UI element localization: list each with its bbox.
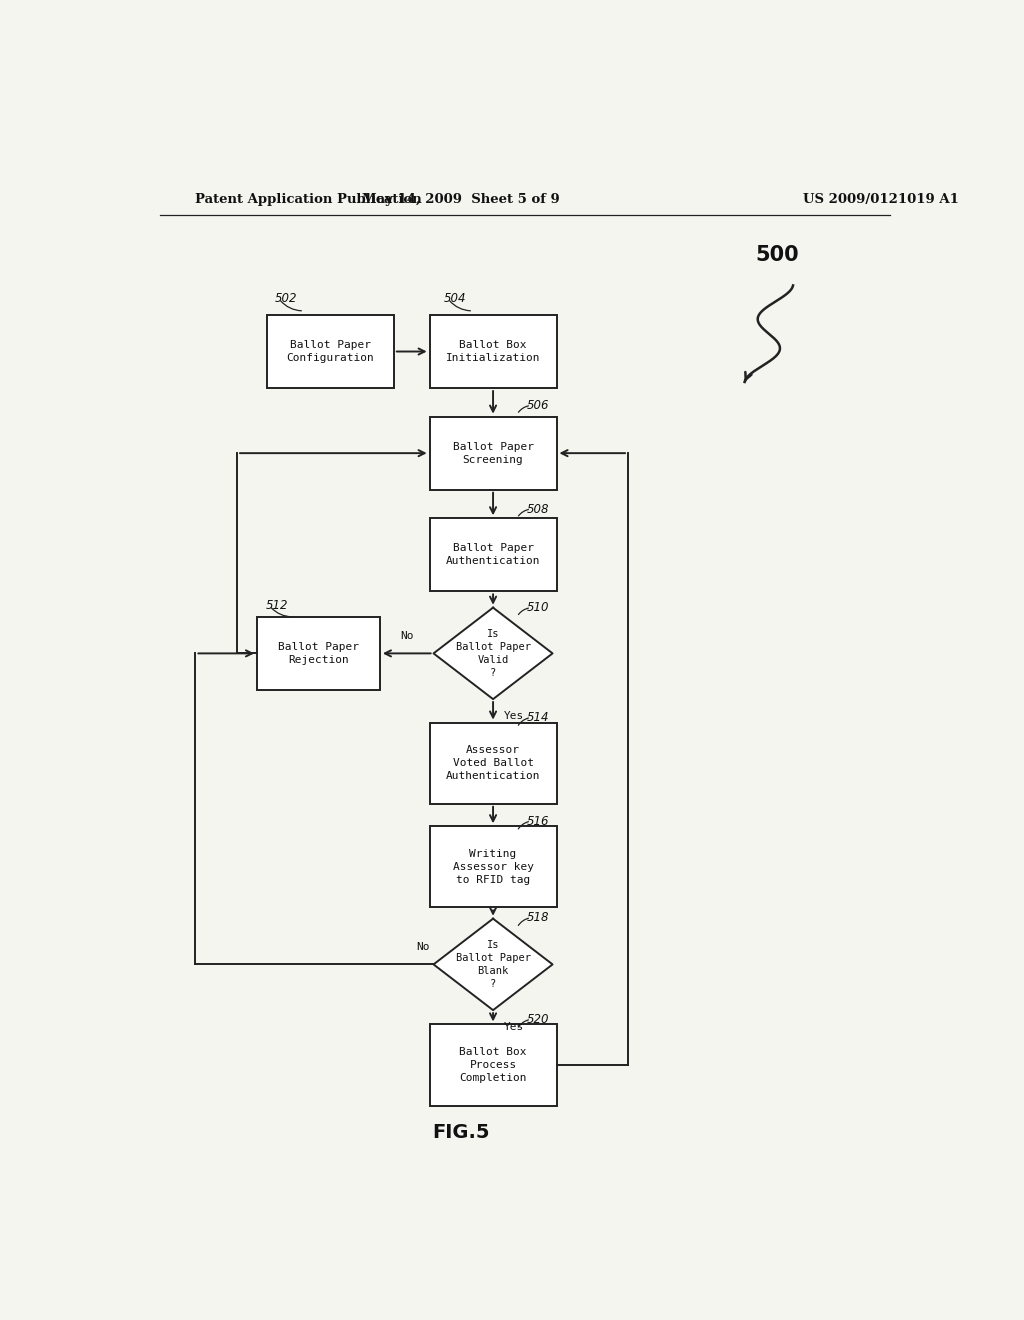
Text: No: No [416,942,430,952]
Text: 512: 512 [265,599,288,612]
Text: Ballot Paper
Rejection: Ballot Paper Rejection [278,642,359,665]
Text: Ballot Paper
Authentication: Ballot Paper Authentication [445,544,541,566]
Text: US 2009/0121019 A1: US 2009/0121019 A1 [803,193,958,206]
Text: Ballot Paper
Configuration: Ballot Paper Configuration [287,341,374,363]
Text: 514: 514 [527,711,550,723]
Text: Yes: Yes [504,711,524,721]
Text: 508: 508 [527,503,550,516]
Text: Patent Application Publication: Patent Application Publication [196,193,422,206]
Text: Writing
Assessor key
to RFID tag: Writing Assessor key to RFID tag [453,849,534,884]
Text: Ballot Box
Initialization: Ballot Box Initialization [445,341,541,363]
Bar [430,826,557,907]
Text: Ballot Box
Process
Completion: Ballot Box Process Completion [460,1047,526,1084]
Bar [430,1024,557,1106]
Text: 518: 518 [527,911,550,924]
Bar [257,616,380,690]
Polygon shape [433,919,553,1010]
Text: 516: 516 [527,814,550,828]
Bar [430,722,557,804]
Text: Assessor
Voted Ballot
Authentication: Assessor Voted Ballot Authentication [445,744,541,781]
Text: FIG.5: FIG.5 [432,1122,490,1142]
Bar [267,315,394,388]
Text: 500: 500 [755,246,799,265]
Text: Yes: Yes [504,1022,524,1032]
Text: Is
Ballot Paper
Valid
?: Is Ballot Paper Valid ? [456,630,530,677]
Text: Ballot Paper
Screening: Ballot Paper Screening [453,442,534,465]
Polygon shape [433,607,553,700]
Text: 506: 506 [527,399,550,412]
Text: May 14, 2009  Sheet 5 of 9: May 14, 2009 Sheet 5 of 9 [362,193,560,206]
Text: Is
Ballot Paper
Blank
?: Is Ballot Paper Blank ? [456,940,530,989]
Bar [430,417,557,490]
Text: 502: 502 [274,292,297,305]
Bar [430,519,557,591]
Bar [430,315,557,388]
Text: No: No [400,631,414,642]
Text: 520: 520 [527,1012,550,1026]
Text: 504: 504 [443,292,466,305]
Text: 510: 510 [527,601,550,614]
